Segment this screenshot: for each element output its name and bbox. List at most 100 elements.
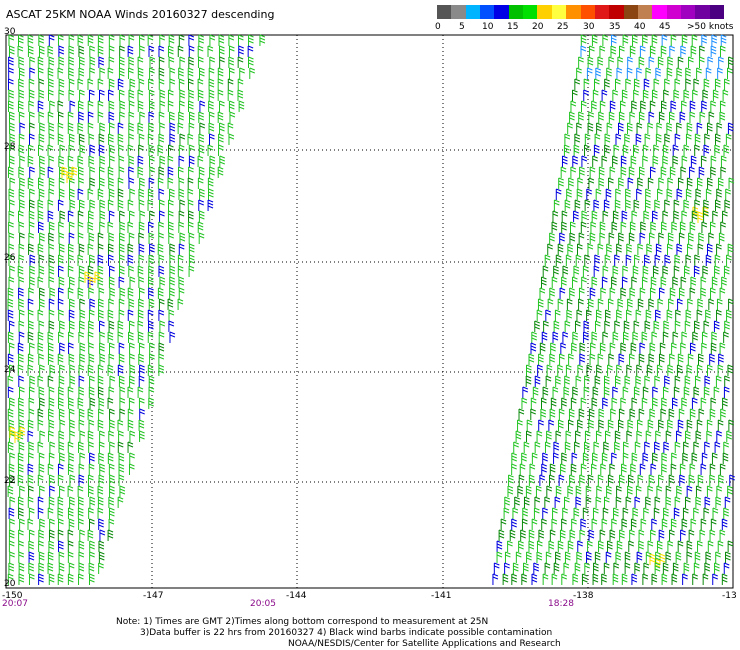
wind-barb [38,177,44,189]
wind-barb [690,518,697,530]
wind-barb [633,199,640,211]
wind-barb [542,573,549,585]
wind-barb [695,188,702,200]
wind-barb [187,133,194,145]
wind-barb [159,210,165,222]
wind-barb [619,474,625,486]
wind-barb [8,67,14,79]
wind-barb [716,298,723,310]
wind-barb [551,276,558,288]
wind-barb [59,320,65,332]
wind-barb [568,177,574,189]
wind-barb [148,111,155,123]
wind-barb [703,78,710,90]
wind-barb [539,342,546,354]
wind-barb [38,188,45,200]
wind-barb [621,89,628,101]
wind-barb [596,364,602,376]
wind-barb [19,485,25,497]
wind-barb [701,331,708,343]
wind-barb [584,375,590,387]
wind-barb [573,265,580,277]
wind-barb [608,111,615,123]
wind-barb [681,100,687,112]
wind-barb [7,441,14,453]
wind-barb [643,562,650,574]
wind-barb [590,342,596,354]
wind-barb [683,386,690,398]
wind-barb [58,254,64,266]
wind-barb [28,243,34,255]
wind-barb [592,89,599,101]
wind-barb [98,133,105,145]
wind-barb [107,364,114,376]
wind-barb [507,540,513,552]
wind-barb [543,320,549,332]
wind-barb [28,573,35,585]
wind-barb [575,430,581,442]
wind-barb [574,562,581,574]
wind-barb [8,243,15,255]
wind-barb [563,386,570,398]
wind-barb [664,375,670,387]
wind-barb [661,463,667,475]
wind-barb [565,430,572,442]
wind-barb [571,342,577,354]
wind-barb [538,353,544,365]
wind-barb [553,199,560,211]
wind-barb [37,276,44,288]
wind-barb [676,67,683,79]
wind-barb [99,221,105,233]
wind-barb [128,133,134,145]
wind-barb [38,320,45,332]
wind-barb [48,320,55,332]
wind-barb [660,45,667,57]
wind-barb [158,166,165,178]
wind-barb [683,144,690,156]
wind-barb [48,78,54,90]
wind-barb [68,221,75,233]
wind-barb [29,375,36,387]
wind-barb [47,67,54,79]
wind-barb [634,562,641,574]
wind-barb [669,287,676,299]
wind-barb [128,463,135,475]
wind-barb [575,375,582,387]
wind-barb [108,188,115,200]
wind-barb [98,144,105,156]
wind-barb [601,518,608,530]
wind-barb [18,188,25,200]
wind-barb [58,243,65,255]
wind-barb [28,441,34,453]
legend-label: 25 [557,22,569,32]
wind-barb [642,386,649,398]
wind-barb [27,463,34,475]
wind-barb [99,342,105,354]
wind-barb [604,430,611,442]
wind-barb [128,111,135,123]
wind-barb [703,199,709,211]
wind-barb [598,177,605,189]
wind-barb [118,463,125,475]
wind-barb [98,540,105,552]
wind-barb [650,529,656,541]
wind-barb [228,34,235,46]
wind-barb [149,56,156,68]
wind-barb [78,540,85,552]
wind-barb [503,507,510,519]
wind-barb [187,100,194,112]
wind-barb [8,210,15,222]
wind-barb [107,309,114,321]
wind-barb [649,553,656,565]
wind-barb [637,474,644,486]
wind-barb [237,34,244,46]
wind-barb [634,254,640,266]
wind-barb [177,45,184,57]
wind-barb [138,243,145,255]
wind-barb [668,298,674,310]
wind-barb [672,155,679,167]
wind-barb [562,265,569,277]
wind-barb [9,144,15,156]
wind-barb [67,122,74,134]
wind-barb [571,452,578,464]
